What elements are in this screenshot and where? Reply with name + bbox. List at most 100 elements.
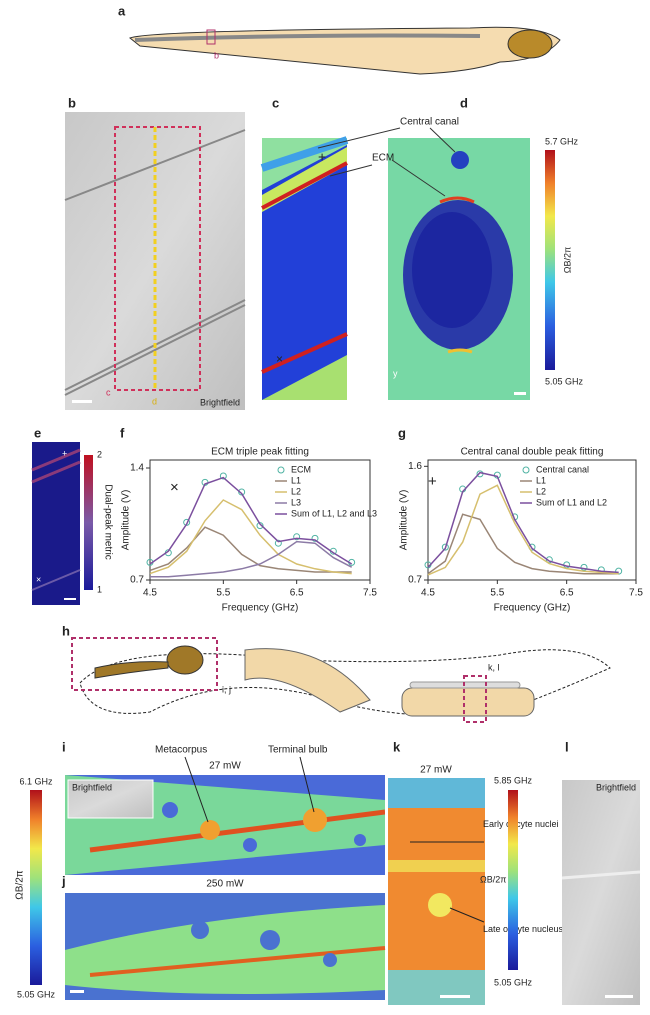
- panel-label: l: [565, 739, 569, 754]
- y-tick-label: 1.4: [130, 463, 144, 474]
- panel-label: h: [62, 623, 70, 638]
- annotation: Terminal bulb: [268, 745, 328, 756]
- power-label: 27 mW: [209, 761, 241, 772]
- scale-bar: [72, 400, 92, 403]
- x-tick-label: 4.5: [421, 588, 435, 599]
- chart-title: ECM triple peak fitting: [211, 447, 309, 458]
- colorbar-max: 2: [97, 449, 102, 459]
- colorbar-max: 6.1 GHz: [19, 776, 53, 786]
- region-label: b: [214, 50, 219, 60]
- annotation: ECM: [372, 153, 394, 164]
- panel-label: k: [393, 739, 401, 754]
- fit-curve: [150, 540, 353, 578]
- legend-label: Central canal: [536, 464, 589, 474]
- x-axis-label: Frequency (GHz): [222, 603, 299, 614]
- colorbar: [30, 790, 42, 985]
- x-tick-label: 5.5: [216, 588, 230, 599]
- colorbar-label: ΩB/2π: [480, 874, 506, 884]
- data-point: [441, 543, 449, 551]
- roi-box: [114, 126, 201, 391]
- y-tick-label: 1.6: [408, 461, 422, 472]
- roi-label: k, l: [488, 662, 500, 672]
- colorbar: [545, 150, 555, 370]
- inset-caption: Brightfield: [72, 782, 112, 792]
- fit-curve: [427, 471, 619, 574]
- symbol: ×: [170, 479, 179, 496]
- colorbar-min: 5.05 GHz: [545, 376, 584, 386]
- y-axis-label: Amplitude (V): [121, 490, 132, 551]
- roi-box: [71, 637, 218, 691]
- x-tick-label: 6.5: [560, 588, 574, 599]
- chart-title: Central canal double peak fitting: [461, 447, 604, 458]
- x-tick-label: 5.5: [490, 588, 504, 599]
- legend-label: Sum of L1 and L2: [536, 497, 607, 507]
- fit-curve: [149, 526, 352, 573]
- roi-label: i, j: [222, 684, 231, 694]
- marker: ×: [276, 352, 283, 366]
- brightfield-image: [562, 780, 640, 1005]
- colorbar: [84, 455, 93, 590]
- annotation: Early oocyte nuclei: [483, 819, 559, 829]
- legend-label: L1: [536, 475, 546, 485]
- colorbar-max: 5.7 GHz: [545, 136, 579, 146]
- power-label: 250 mW: [206, 879, 244, 890]
- marker: +: [318, 149, 326, 165]
- legend-swatch: [522, 466, 530, 474]
- fish-drawing: [129, 26, 561, 75]
- legend-label: Sum of L1, L2 and L3: [291, 508, 377, 518]
- brillouin-map: [388, 778, 485, 1005]
- panel-label: a: [118, 3, 126, 18]
- data-point: [274, 539, 282, 547]
- inset-image: [67, 779, 154, 819]
- annotation: Central canal: [400, 117, 459, 128]
- colorbar-min: 1: [97, 584, 102, 594]
- colorbar-label: Dual-peak metric: [102, 484, 113, 560]
- dual-peak-map: [32, 442, 80, 605]
- caption: Brightfield: [596, 782, 636, 792]
- panel-label: c: [272, 95, 279, 110]
- annotation: Late oocyte nucleus: [483, 924, 564, 934]
- roi-box: [463, 675, 487, 723]
- annotation: Early oocyte nuclei: [483, 819, 559, 829]
- colorbar: [508, 790, 518, 970]
- y-axis-label: Amplitude (V): [399, 490, 410, 551]
- y-tick-label: 0.7: [130, 575, 144, 586]
- legend-swatch: [277, 466, 285, 474]
- annotation: Late oocyte nucleus: [483, 924, 564, 934]
- data-point: [293, 533, 301, 541]
- panel-label: e: [34, 425, 41, 440]
- colorbar-min: 5.05 GHz: [494, 977, 533, 987]
- legend-label: L3: [291, 497, 301, 507]
- data-point: [219, 472, 227, 480]
- fit-curve: [149, 476, 353, 565]
- roi-label: c: [106, 387, 111, 397]
- data-point: [580, 563, 588, 571]
- power-label: 27 mW: [420, 765, 452, 776]
- x-tick-label: 6.5: [290, 588, 304, 599]
- caption: Brightfield: [200, 397, 240, 407]
- worm-diagram: [79, 645, 611, 717]
- plot-frame: [149, 459, 371, 581]
- fit-curve: [427, 513, 619, 575]
- symbol: +: [428, 473, 437, 490]
- data-point: [311, 534, 319, 542]
- colorbar-min: 5.05 GHz: [17, 989, 56, 999]
- legend-label: L2: [291, 486, 301, 496]
- panel-label: d: [460, 95, 468, 110]
- panel-label: j: [61, 873, 66, 888]
- data-point: [183, 518, 191, 526]
- brightfield-image: [65, 112, 245, 410]
- legend-label: L2: [536, 486, 546, 496]
- panel-label: g: [398, 425, 406, 440]
- panel-label: b: [68, 95, 76, 110]
- annotation: Metacorpus: [155, 745, 207, 756]
- roi-label: d: [152, 396, 157, 406]
- colorbar-label: ΩB/2π: [15, 870, 26, 899]
- x-tick-label: 7.5: [363, 588, 377, 599]
- colorbar-max: 5.85 GHz: [494, 775, 533, 785]
- plot-frame: [427, 459, 637, 581]
- colorbar-label: ΩB/2π: [562, 247, 572, 273]
- axis-label: y: [393, 368, 398, 378]
- x-axis-label: Frequency (GHz): [494, 603, 571, 614]
